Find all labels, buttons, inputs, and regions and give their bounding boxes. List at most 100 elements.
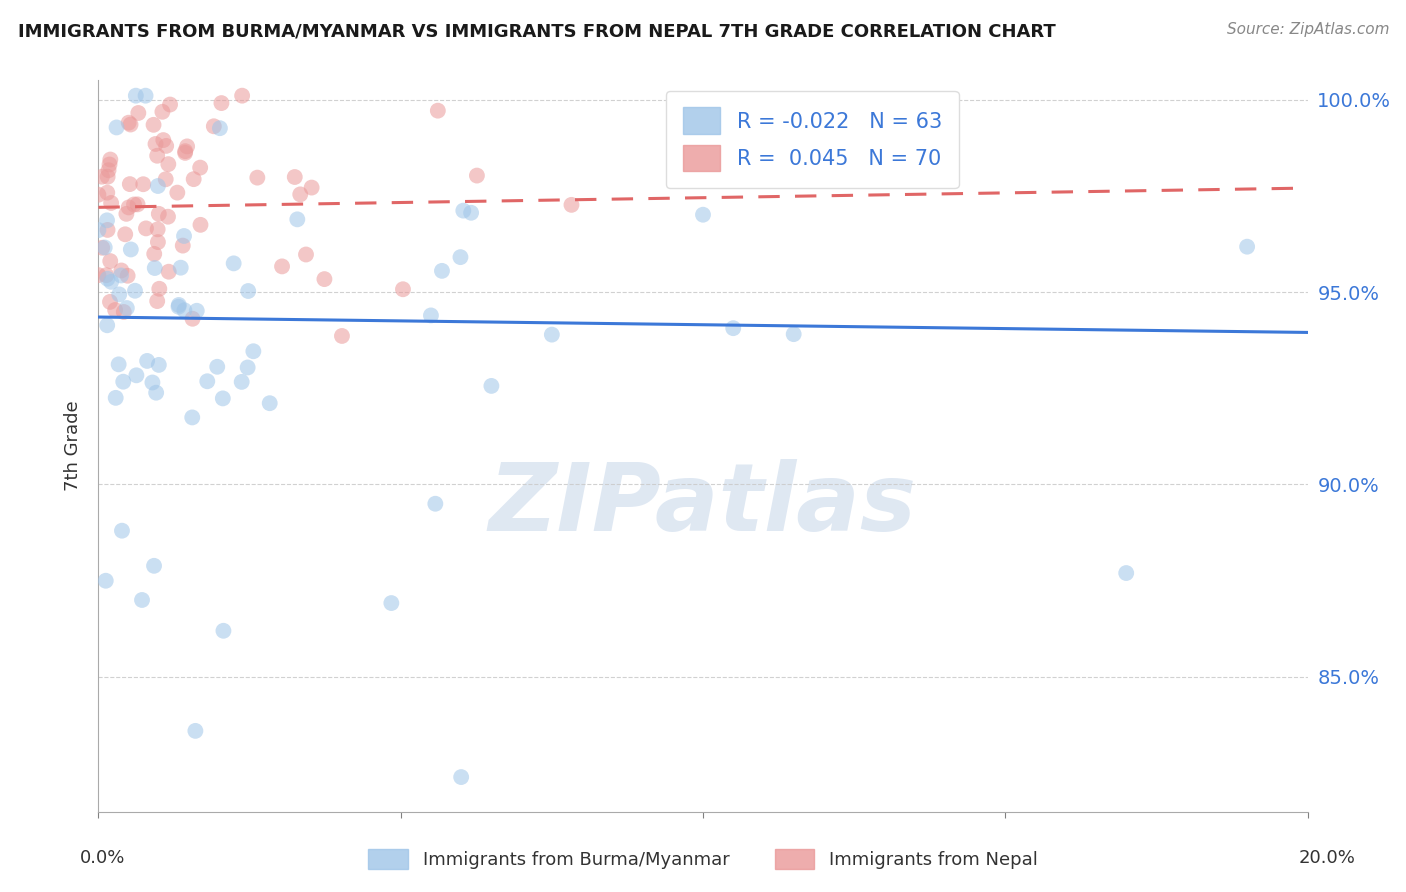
Point: [259, 396, 281, 410]
Point: [1115, 566, 1137, 580]
Point: [112, 375, 135, 389]
Point: [96, 268, 118, 283]
Point: [100, 275, 122, 289]
Point: [174, 145, 197, 160]
Point: [207, 359, 229, 374]
Point: [141, 376, 163, 390]
Point: [157, 157, 180, 171]
Point: [284, 169, 307, 184]
Point: [104, 391, 127, 405]
Point: [97, 163, 120, 178]
Point: [146, 235, 169, 249]
Point: [222, 256, 245, 270]
Point: [91, 169, 114, 184]
Point: [145, 385, 167, 400]
Legend: R = -0.022   N = 63, R =  0.045   N = 70: R = -0.022 N = 63, R = 0.045 N = 70: [666, 91, 959, 188]
Point: [114, 227, 136, 242]
Point: [118, 201, 141, 215]
Point: [131, 593, 153, 607]
Point: [723, 321, 745, 335]
Point: [212, 624, 235, 638]
Point: [449, 250, 471, 264]
Point: [430, 264, 453, 278]
Point: [98, 157, 121, 171]
Point: [173, 229, 195, 244]
Point: [105, 120, 128, 135]
Point: [96, 318, 118, 333]
Point: [124, 284, 146, 298]
Point: [380, 596, 402, 610]
Point: [231, 375, 253, 389]
Point: [136, 354, 159, 368]
Point: [156, 210, 179, 224]
Point: [143, 558, 166, 573]
Point: [148, 207, 170, 221]
Point: [330, 329, 353, 343]
Point: [87, 187, 110, 202]
Point: [143, 247, 166, 261]
Point: [146, 294, 169, 309]
Point: [118, 177, 141, 191]
Point: [560, 198, 582, 212]
Point: [301, 180, 323, 194]
Point: [540, 327, 562, 342]
Point: [453, 203, 475, 218]
Point: [166, 186, 188, 200]
Point: [246, 170, 269, 185]
Point: [314, 272, 336, 286]
Point: [181, 410, 204, 425]
Point: [117, 268, 139, 283]
Point: [127, 106, 149, 120]
Point: [231, 88, 253, 103]
Point: [167, 298, 190, 312]
Point: [1236, 240, 1258, 254]
Point: [87, 268, 110, 282]
Point: [172, 238, 194, 252]
Point: [181, 311, 204, 326]
Point: [155, 172, 177, 186]
Point: [183, 172, 205, 186]
Point: [127, 197, 149, 211]
Point: [142, 118, 165, 132]
Point: [98, 153, 121, 167]
Point: [460, 206, 482, 220]
Point: [211, 392, 233, 406]
Point: [87, 223, 110, 237]
Point: [146, 179, 169, 194]
Point: [152, 133, 174, 147]
Point: [173, 303, 195, 318]
Point: [157, 265, 180, 279]
Point: [285, 212, 308, 227]
Point: [93, 240, 115, 254]
Point: [186, 303, 208, 318]
Text: 20.0%: 20.0%: [1299, 849, 1355, 867]
Point: [692, 208, 714, 222]
Point: [295, 247, 318, 261]
Point: [465, 169, 488, 183]
Point: [236, 360, 259, 375]
Point: [167, 300, 190, 314]
Point: [110, 268, 132, 283]
Text: Source: ZipAtlas.com: Source: ZipAtlas.com: [1226, 22, 1389, 37]
Point: [118, 116, 141, 130]
Point: [188, 161, 211, 175]
Point: [155, 139, 177, 153]
Point: [190, 218, 212, 232]
Point: [450, 770, 472, 784]
Point: [148, 282, 170, 296]
Point: [104, 303, 127, 318]
Point: [97, 169, 120, 184]
Point: [132, 178, 155, 192]
Point: [125, 88, 148, 103]
Point: [159, 97, 181, 112]
Point: [238, 284, 260, 298]
Point: [108, 287, 131, 301]
Point: [426, 103, 449, 118]
Point: [242, 344, 264, 359]
Point: [176, 139, 198, 153]
Point: [98, 294, 121, 309]
Point: [96, 213, 118, 227]
Point: [420, 309, 443, 323]
Point: [135, 221, 157, 235]
Point: [392, 282, 415, 296]
